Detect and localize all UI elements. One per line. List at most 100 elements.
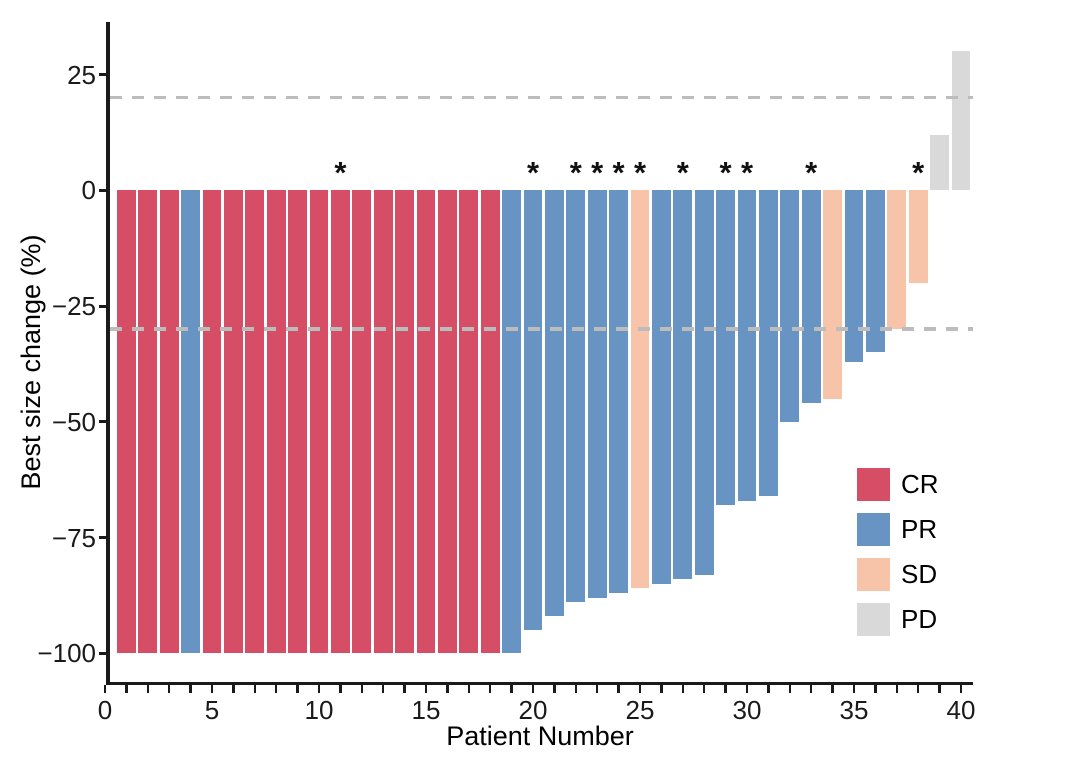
bar-patient-35 (844, 190, 864, 362)
bar-patient-14 (395, 190, 414, 654)
x-axis-tick-15 (424, 685, 428, 693)
x-axis-tick-12 (360, 685, 364, 693)
bar-patient-9 (288, 190, 307, 654)
x-axis-tick-30 (745, 685, 749, 693)
bar-patient-38 (908, 190, 928, 283)
significance-star-patient-24: * (612, 155, 625, 190)
x-axis-tick-label-20: 20 (518, 695, 548, 725)
legend-swatch-cr (857, 468, 890, 501)
bar-patient-13 (373, 190, 393, 654)
y-axis-tick-label-0: 0 (81, 175, 96, 206)
x-axis-tick-19 (510, 685, 513, 693)
y-axis-tick-0 (98, 188, 106, 192)
x-axis-tick-8 (274, 685, 278, 693)
legend-item-cr: CR (857, 468, 939, 501)
bar-patient-32 (780, 190, 800, 422)
bar-patient-2 (138, 190, 158, 654)
x-axis-tick-37 (895, 685, 899, 693)
x-axis-tick-16 (446, 685, 449, 693)
y-axis-title: Best size change (%) (16, 234, 46, 490)
legend-label-pd: PD (901, 604, 938, 634)
bar-patient-7 (245, 190, 265, 654)
significance-star-patient-25: * (633, 155, 647, 190)
legend: CR PR SD PD (857, 468, 939, 648)
x-axis-tick-31 (767, 685, 770, 693)
legend-swatch-pd (857, 603, 890, 636)
x-axis-tick-14 (403, 685, 406, 693)
x-axis-tick-3 (167, 685, 171, 693)
x-axis-tick-22 (574, 685, 578, 693)
x-axis-tick-32 (788, 685, 792, 693)
bar-patient-16 (438, 190, 457, 654)
legend-label-pr: PR (901, 514, 938, 544)
bar-patient-8 (266, 190, 286, 654)
legend-item-sd: SD (857, 558, 939, 591)
y-axis-tick-label-25: 25 (67, 59, 96, 90)
bar-patient-3 (159, 190, 179, 654)
bar-patient-39 (930, 134, 949, 191)
x-axis-tick-0 (103, 685, 107, 693)
bar-patient-33 (801, 190, 821, 404)
bar-patient-4 (181, 190, 200, 654)
x-axis-tick-20 (531, 685, 535, 693)
x-axis-tick-label-30: 30 (732, 695, 762, 725)
y-axis-tick-25 (98, 73, 106, 77)
significance-star-patient-27: * (676, 155, 689, 190)
x-axis-tick-label-15: 15 (411, 695, 441, 725)
bar-patient-29 (716, 190, 735, 506)
x-axis-tick-21 (553, 685, 556, 693)
x-axis-tick-label-25: 25 (625, 695, 655, 725)
x-axis-tick-6 (232, 685, 235, 693)
y-axis-tick-label--25: −25 (51, 291, 96, 322)
bar-patient-1 (117, 190, 136, 654)
bar-patient-26 (652, 190, 671, 584)
x-axis-tick-38 (916, 685, 920, 693)
y-axis-tick--50 (98, 420, 106, 424)
x-axis-tick-29 (724, 685, 727, 693)
bar-patient-21 (545, 190, 564, 617)
y-axis-tick-label--100: −100 (37, 638, 96, 669)
x-axis-tick-4 (189, 685, 192, 693)
bar-patient-36 (866, 190, 885, 353)
bar-patient-15 (416, 190, 436, 654)
bar-patient-17 (459, 190, 479, 654)
x-axis-tick-9 (296, 685, 299, 693)
x-axis-tick-label-10: 10 (304, 695, 334, 725)
x-axis-tick-34 (831, 685, 834, 693)
y-axis-tick--75 (98, 536, 106, 540)
legend-item-pr: PR (857, 513, 939, 546)
x-axis-tick-10 (317, 685, 321, 693)
x-axis-tick-label-0: 0 (97, 695, 113, 725)
x-axis-tick-18 (488, 685, 492, 693)
bar-patient-11 (331, 190, 350, 654)
reference-line-plus20 (109, 95, 973, 100)
bar-patient-25 (630, 190, 650, 589)
legend-swatch-pr (857, 513, 890, 546)
x-axis-tick-35 (852, 685, 856, 693)
x-axis-tick-39 (938, 685, 941, 693)
bar-patient-24 (609, 190, 628, 594)
significance-star-patient-20: * (526, 155, 540, 190)
y-axis-line (106, 22, 110, 685)
x-axis-tick-label-35: 35 (839, 695, 869, 725)
legend-label-sd: SD (901, 559, 938, 589)
bar-patient-19 (502, 190, 521, 654)
x-axis-tick-5 (210, 685, 214, 693)
x-axis-tick-36 (874, 685, 877, 693)
bar-patient-28 (694, 190, 714, 575)
significance-star-patient-30: * (740, 155, 754, 190)
y-axis-tick--100 (98, 651, 106, 655)
legend-item-pd: PD (857, 603, 939, 636)
y-axis-tick--25 (98, 304, 106, 308)
significance-star-patient-11: * (334, 155, 347, 190)
x-axis-tick-33 (809, 685, 813, 693)
y-axis-tick-label--50: −50 (51, 406, 96, 437)
x-axis-tick-27 (681, 685, 685, 693)
reference-line-minus30 (109, 327, 973, 331)
x-axis-tick-28 (702, 685, 706, 693)
significance-star-patient-29: * (719, 155, 732, 190)
significance-star-patient-33: * (805, 155, 818, 190)
x-axis-tick-26 (660, 685, 663, 693)
x-axis-tick-label-40: 40 (946, 695, 976, 725)
